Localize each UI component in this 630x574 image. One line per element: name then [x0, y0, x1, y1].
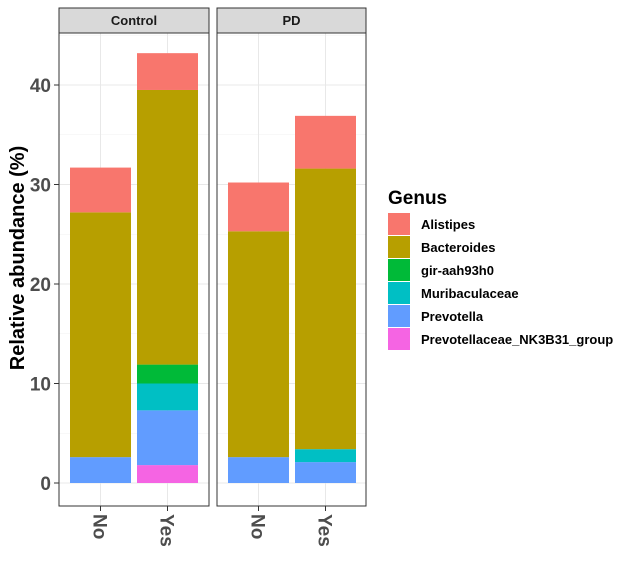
- bar-control-yes-gir-aah93h0: [137, 364, 198, 384]
- bar-control-yes-bacteroides: [137, 89, 198, 365]
- x-tick-label-no: No: [89, 514, 110, 539]
- legend-item-bacteroides: Bacteroides: [388, 236, 495, 258]
- y-tick-label: 30: [30, 176, 51, 197]
- facet-label-pd: PD: [282, 13, 300, 28]
- legend-label: Muribaculaceae: [421, 286, 519, 301]
- bar-control-no-prevotella: [70, 457, 131, 483]
- legend-item-muribaculaceae: Muribaculaceae: [388, 282, 519, 304]
- y-axis: 0 10 20 30 40: [30, 76, 59, 495]
- bar-pd-yes-prevotella: [295, 462, 356, 483]
- legend-swatch: [388, 236, 410, 258]
- bar-control-no-alistipes: [70, 167, 131, 213]
- bar-pd-no-prevotella: [228, 457, 289, 483]
- legend-item-prevotella: Prevotella: [388, 305, 484, 327]
- legend-item-gir-aah93h0: gir-aah93h0: [388, 259, 494, 281]
- legend-swatch: [388, 213, 410, 235]
- bar-pd-no-alistipes: [228, 182, 289, 232]
- bar-pd-yes-bacteroides: [295, 168, 356, 450]
- legend-label: Alistipes: [421, 217, 475, 232]
- bar-control-yes-prevotella: [137, 410, 198, 466]
- facet-pd: PD: [216, 7, 367, 507]
- y-tick-label: 40: [30, 76, 51, 97]
- legend-label: gir-aah93h0: [421, 263, 494, 278]
- bar-control-yes-alistipes: [137, 53, 198, 90]
- y-tick-label: 10: [30, 375, 51, 396]
- bar-control-yes-muribaculaceae: [137, 383, 198, 411]
- panel-control-bars: [70, 53, 198, 483]
- legend-item-alistipes: Alistipes: [388, 213, 475, 235]
- panel-pd-bars: [228, 115, 356, 483]
- legend: Genus Alistipes Bacteroides gir-aah93h0 Mur…: [388, 188, 613, 350]
- x-tick-label-yes: Yes: [314, 514, 335, 547]
- legend-title: Genus: [388, 188, 447, 209]
- y-tick-label: 0: [40, 474, 51, 495]
- legend-swatch: [388, 305, 410, 327]
- legend-label: Prevotellaceae_NK3B31_group: [421, 332, 613, 347]
- x-tick-label-no: No: [247, 514, 268, 539]
- legend-swatch: [388, 259, 410, 281]
- facet-label-control: Control: [111, 13, 157, 28]
- bar-pd-no-bacteroides: [228, 231, 289, 458]
- facet-strip-pd: [216, 7, 367, 34]
- bar-control-yes-prevotellaceae-nk3b31-group: [137, 465, 198, 483]
- panel-pd-border: [216, 32, 367, 507]
- x-tick-label-yes: Yes: [156, 514, 177, 547]
- legend-label: Bacteroides: [421, 240, 495, 255]
- facet-strip-control: [58, 7, 210, 34]
- legend-swatch: [388, 282, 410, 304]
- bar-control-no-bacteroides: [70, 212, 131, 458]
- legend-label: Prevotella: [421, 309, 484, 324]
- y-tick-label: 20: [30, 275, 51, 296]
- legend-item-prevotellaceae-nk3b31-group: Prevotellaceae_NK3B31_group: [388, 328, 613, 350]
- y-axis-label: Relative abundance (%): [7, 146, 29, 371]
- bar-pd-yes-muribaculaceae: [295, 449, 356, 463]
- panel-control-border: [58, 32, 210, 507]
- bar-pd-yes-alistipes: [295, 115, 356, 169]
- legend-swatch: [388, 328, 410, 350]
- x-axis: No Yes No Yes: [89, 506, 335, 547]
- facet-control: Control: [58, 7, 210, 507]
